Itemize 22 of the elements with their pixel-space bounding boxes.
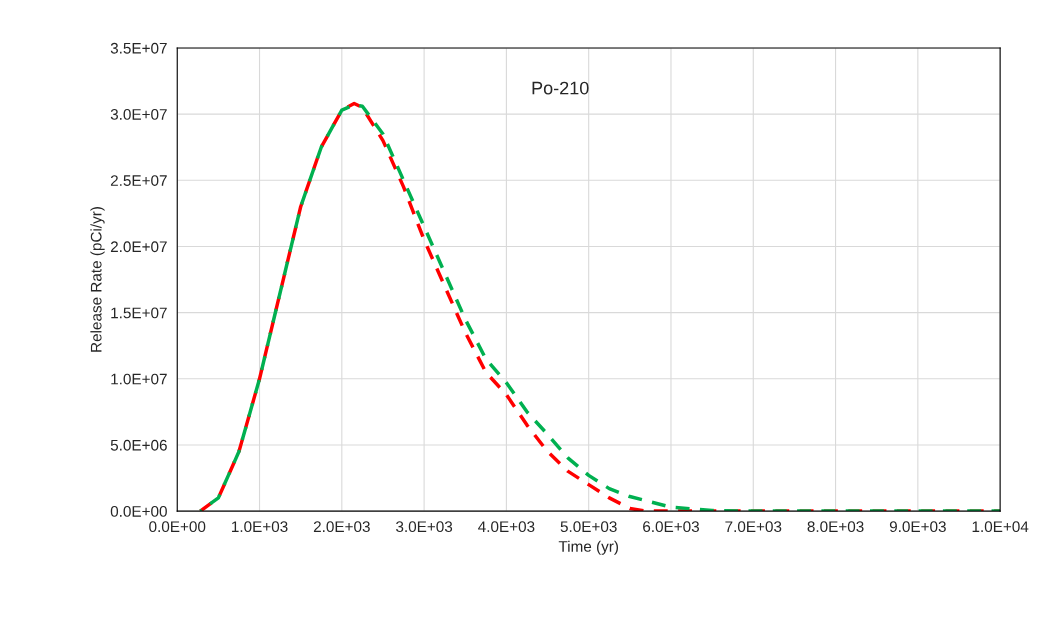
- y-tick-label: 3.5E+07: [110, 42, 167, 54]
- x-tick-label: 7.0E+03: [725, 521, 782, 533]
- x-tick-label: 5.0E+03: [560, 521, 617, 533]
- x-tick-label: 1.0E+04: [972, 521, 1029, 533]
- y-tick-label: 5.0E+06: [110, 439, 167, 451]
- x-tick-label: 4.0E+03: [478, 521, 535, 533]
- y-tick-label: 2.5E+07: [110, 175, 167, 186]
- x-tick-label: 3.0E+03: [396, 521, 453, 533]
- x-tick-label: 2.0E+03: [313, 521, 370, 533]
- y-tick-label: 0.0E+00: [110, 505, 167, 517]
- y-tick-label: 2.0E+07: [110, 241, 167, 253]
- x-tick-label: 6.0E+03: [643, 521, 699, 533]
- x-tick-label: 8.0E+03: [807, 521, 864, 533]
- x-tick-label: 9.0E+03: [889, 521, 946, 533]
- x-axis-title: Time (yr): [558, 540, 619, 555]
- x-tick-label: 1.0E+03: [232, 521, 288, 533]
- annotation: Po-210: [532, 81, 589, 95]
- y-tick-label: 3.0E+07: [110, 108, 167, 120]
- x-tick-label: 0.0E+00: [149, 521, 206, 533]
- y-tick-label: 1.0E+07: [111, 373, 167, 385]
- y-axis-title: Release Rate (pCi/yr): [90, 207, 105, 352]
- y-tick-label: 1.5E+07: [111, 307, 167, 319]
